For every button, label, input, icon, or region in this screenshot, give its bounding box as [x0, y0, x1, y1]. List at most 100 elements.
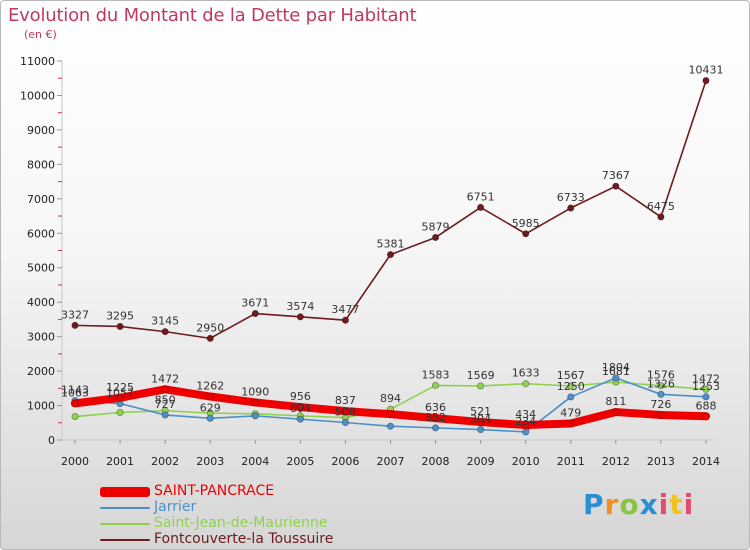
data-point	[251, 398, 260, 407]
data-point	[431, 414, 440, 422]
data-point	[341, 316, 350, 324]
data-point	[206, 392, 215, 401]
data-label: 1143	[61, 384, 89, 397]
y-tick-label: 10000	[20, 89, 55, 102]
data-label: 2950	[196, 321, 224, 334]
data-point	[71, 399, 79, 408]
data-point	[116, 322, 124, 331]
x-tick-label: 2007	[376, 455, 404, 468]
data-label: 956	[290, 390, 311, 403]
data-label: 3295	[106, 309, 134, 322]
data-label: 234	[515, 415, 536, 428]
data-label: 1472	[692, 372, 720, 385]
data-point	[161, 328, 169, 336]
data-label: 726	[650, 398, 671, 411]
x-tick-label: 2002	[151, 455, 179, 468]
data-label: 837	[335, 394, 356, 407]
data-point	[702, 412, 710, 421]
data-point	[296, 415, 304, 423]
y-tick-label: 8000	[27, 158, 55, 171]
data-label: 1583	[422, 368, 450, 381]
data-label: 352	[425, 411, 446, 424]
x-tick-label: 2005	[286, 455, 314, 468]
data-point	[522, 230, 530, 238]
data-point	[702, 77, 710, 85]
y-tick-label: 11000	[20, 55, 55, 68]
y-tick-label: 2000	[27, 365, 55, 378]
data-point	[251, 309, 259, 318]
data-point	[657, 411, 665, 419]
data-label: 434	[515, 408, 536, 421]
x-tick-label: 2006	[331, 455, 359, 468]
data-label: 3671	[241, 297, 269, 310]
data-label: 1250	[557, 380, 585, 393]
y-tick-label: 9000	[27, 124, 55, 137]
y-tick-label: 0	[48, 434, 55, 447]
legend-item: SAINT-PANCRACE	[100, 483, 400, 500]
data-point	[386, 410, 395, 419]
data-point	[341, 418, 350, 427]
legend-swatch	[100, 523, 150, 525]
proxiti-logo: Proxiti	[583, 488, 695, 521]
data-point	[386, 422, 395, 430]
data-point	[657, 390, 665, 398]
y-tick-label: 5000	[27, 262, 55, 275]
data-label: 604	[290, 402, 311, 415]
legend-item: Fontcouverte-la Toussuire	[100, 531, 400, 548]
y-tick-label: 3000	[27, 331, 55, 344]
x-tick-label: 2009	[467, 455, 495, 468]
legend-swatch	[100, 487, 150, 497]
data-label: 688	[695, 399, 716, 412]
y-tick-label: 4000	[27, 296, 55, 309]
data-label: 1253	[692, 380, 720, 393]
data-label: 1090	[241, 385, 269, 398]
data-point	[702, 393, 710, 401]
data-label: 521	[470, 405, 491, 418]
data-point	[657, 213, 665, 221]
data-point	[251, 412, 259, 420]
data-label: 811	[605, 395, 626, 408]
data-label: 479	[560, 406, 581, 419]
data-point	[161, 411, 169, 419]
x-tick-label: 2008	[422, 455, 450, 468]
unit-label: (en €)	[24, 28, 57, 41]
series-line-3	[74, 79, 707, 340]
data-label: 1567	[557, 369, 585, 382]
data-label: 1569	[467, 369, 495, 382]
data-point	[521, 421, 530, 429]
data-label: 10431	[688, 64, 723, 77]
data-label: 3145	[151, 315, 179, 328]
data-label: 5381	[376, 238, 404, 251]
data-label: 727	[155, 398, 176, 411]
data-point	[566, 419, 575, 428]
data-point	[71, 412, 79, 421]
data-point	[612, 374, 620, 382]
data-point	[296, 403, 305, 411]
data-point	[431, 233, 440, 242]
data-label: 5879	[422, 220, 450, 233]
data-label: 304	[470, 413, 491, 426]
data-label: 1063	[61, 386, 89, 399]
y-tick-label: 6000	[27, 227, 55, 240]
data-label: 3327	[61, 308, 89, 321]
data-point	[431, 424, 440, 432]
data-label: 6475	[647, 200, 675, 213]
x-tick-label: 2000	[61, 455, 89, 468]
data-point	[477, 382, 485, 390]
data-point	[206, 334, 214, 342]
data-label: 1633	[512, 367, 540, 380]
data-label: 6733	[557, 191, 585, 204]
legend-item: Saint-Jean-de-Maurienne	[100, 515, 400, 532]
data-label: 850	[155, 394, 176, 407]
data-point	[116, 393, 124, 402]
x-tick-label: 2010	[512, 455, 540, 468]
data-label: 1262	[196, 380, 224, 393]
data-point	[431, 381, 440, 390]
legend-label: Fontcouverte-la Toussuire	[154, 531, 334, 547]
data-point	[296, 313, 304, 321]
data-label: 1057	[106, 387, 134, 400]
data-point	[657, 382, 665, 390]
data-label: 636	[425, 401, 446, 414]
